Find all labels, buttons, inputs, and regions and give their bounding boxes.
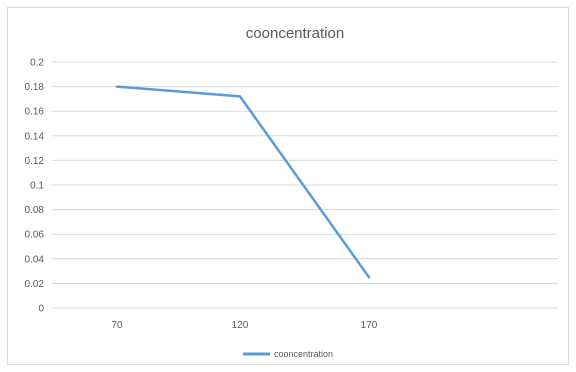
y-tick-label: 0.04 — [25, 254, 45, 265]
y-tick-label: 0.1 — [30, 181, 44, 192]
series-group — [115, 85, 371, 279]
legend-label: cooncentration — [274, 349, 333, 359]
chart-area — [7, 7, 569, 365]
x-tick-label: 70 — [111, 320, 123, 331]
y-tick-label: 0.08 — [25, 205, 45, 216]
legend: cooncentration — [243, 349, 333, 359]
gridlines — [52, 61, 558, 309]
y-tick-label: 0.2 — [30, 58, 44, 69]
y-tick-label: 0.12 — [25, 156, 45, 167]
x-axis-tick-labels: 70 120 170 — [111, 320, 377, 331]
x-tick-label: 170 — [361, 320, 378, 331]
y-tick-label: 0.06 — [25, 230, 45, 241]
y-tick-label: 0.02 — [25, 279, 45, 290]
chart-title: cooncentration — [246, 25, 344, 42]
x-tick-label: 120 — [232, 320, 249, 331]
series-line — [115, 85, 371, 279]
y-tick-label: 0.18 — [25, 82, 45, 93]
y-tick-label: 0.16 — [25, 107, 45, 118]
y-axis-tick-labels: 0 0.02 0.04 0.06 0.08 0.1 0.12 0.14 0.16 0.18 0.2 — [25, 58, 45, 315]
y-tick-label: 0 — [38, 304, 44, 315]
y-tick-label: 0.14 — [25, 131, 45, 142]
